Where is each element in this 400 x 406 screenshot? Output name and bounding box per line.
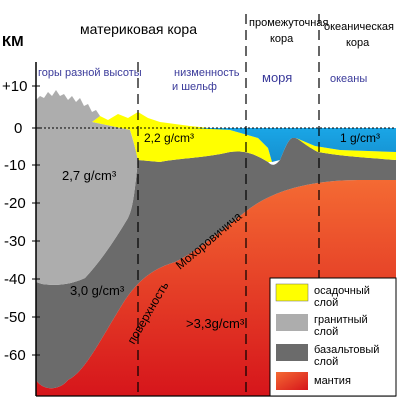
header-intermediate-line2: кора	[270, 33, 294, 45]
density-granite: 2,7 g/cm³	[62, 168, 117, 183]
legend-basalt-line1: базальтовый	[314, 344, 379, 356]
tick-label-minus10: -10	[4, 157, 26, 174]
header-continental-crust: материковая кора	[80, 21, 197, 37]
region-oceans: океаны	[330, 73, 367, 85]
legend-sedimentary-line1: осадочный	[314, 285, 370, 297]
sedimentary-layer	[92, 112, 272, 162]
density-basalt: 3,0 g/cm³	[70, 283, 125, 298]
legend-granite-line2: слой	[314, 326, 338, 338]
density-water: 1 g/cm³	[340, 131, 380, 145]
sedimentary-layer-ocean	[296, 138, 396, 160]
legend-swatch-mantle	[276, 372, 308, 390]
tick-label-minus30: -30	[4, 233, 26, 250]
header-intermediate-line1: промежуточная	[249, 17, 328, 29]
axis-tick-marks	[32, 85, 40, 356]
region-mountains: горы разной высоты	[38, 67, 142, 79]
granite-layer	[36, 128, 138, 285]
region-lowland-line1: низменность	[174, 67, 240, 79]
region-seas: моря	[262, 70, 292, 85]
tick-label-minus40: -40	[4, 271, 26, 288]
legend-mantle: мантия	[314, 375, 351, 387]
mountain-relief	[36, 90, 130, 130]
region-lowland-line2: и шельф	[172, 81, 217, 93]
density-mantle: >3,3g/cm³	[186, 316, 245, 331]
legend-swatch-basalt	[276, 344, 308, 361]
header-oceanic-line2: кора	[346, 37, 370, 49]
axis-unit: КМ	[2, 33, 24, 50]
tick-label-plus10: +10	[2, 78, 27, 95]
legend-swatch-granite	[276, 314, 308, 331]
tick-label-minus60: -60	[4, 347, 26, 364]
header-oceanic-line1: океаническая	[324, 21, 394, 33]
tick-label-minus50: -50	[4, 309, 26, 326]
water-layer	[190, 128, 396, 162]
tick-label-minus20: -20	[4, 195, 26, 212]
legend: осадочный слой гранитный слой базальтовы…	[269, 277, 397, 397]
legend-sedimentary-line2: слой	[314, 297, 338, 309]
tick-label-0: 0	[14, 120, 22, 137]
legend-granite-line1: гранитный	[314, 314, 368, 326]
density-sediment: 2,2 g/cm³	[144, 131, 194, 145]
legend-basalt-line2: слой	[314, 356, 338, 368]
basalt-layer	[36, 137, 396, 389]
legend-swatch-sedimentary	[275, 283, 309, 302]
